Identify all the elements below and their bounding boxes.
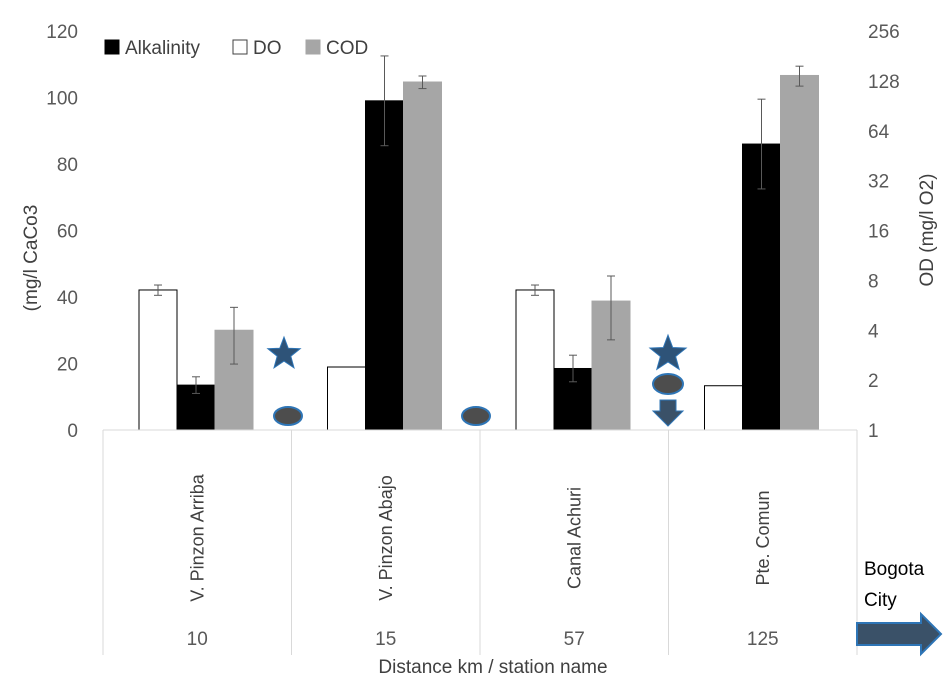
axes: 0 20 40 60 80 100 120 1 2 4 8 16 32 64 128 256 V. Pinzon… [46, 22, 899, 650]
right-tick-label: 16 [868, 222, 889, 243]
distance-label: 15 [375, 629, 396, 650]
down-arrow-icon [651, 399, 685, 427]
right-tick-label: 1 [868, 421, 879, 442]
bogota-label-line1: Bogota [864, 559, 925, 580]
right-axis-title: OD (mg/l O2) [917, 174, 938, 287]
bar-do-3 [515, 289, 555, 431]
oval-marker-icon [461, 406, 491, 426]
category-label: V. Pinzon Abajo [376, 475, 396, 600]
left-tick-label: 60 [57, 222, 78, 243]
oval-marker-icon [273, 406, 303, 426]
oval-marker-icon [652, 373, 684, 395]
left-tick-label: 100 [46, 89, 78, 110]
right-tick-label: 8 [868, 271, 879, 292]
bar-do-2 [327, 366, 366, 431]
star-icon [266, 335, 302, 369]
right-tick-label: 32 [868, 172, 889, 193]
star-icon [648, 333, 688, 371]
right-tick-label: 128 [868, 72, 900, 93]
x-axis-title: Distance km / station name [378, 657, 607, 678]
category-grid [102, 430, 858, 655]
legend: Alkalinity DO COD [104, 38, 368, 59]
category-label: Canal Achuri [564, 487, 584, 589]
distance-label: 57 [564, 629, 585, 650]
left-tick-label: 80 [57, 155, 78, 176]
map-symbols [266, 333, 688, 427]
legend-swatch-do [232, 39, 248, 55]
legend-swatch-alkalinity [104, 39, 120, 55]
bars [138, 74, 819, 431]
left-tick-label: 40 [57, 288, 78, 309]
legend-label-alkalinity: Alkalinity [125, 38, 200, 59]
right-tick-label: 2 [868, 371, 879, 392]
left-tick-label: 20 [57, 355, 78, 376]
right-tick-label: 4 [868, 321, 879, 342]
bogota-label-line2: City [864, 590, 897, 611]
category-label: Pte. Comun [753, 490, 773, 585]
bar-do-4 [704, 385, 743, 431]
bar-alkalinity-2 [365, 100, 404, 431]
left-tick-label: 0 [67, 421, 78, 442]
legend-label-cod: COD [326, 38, 368, 59]
bar-cod-2 [403, 81, 442, 431]
bogota-arrow-icon [856, 611, 943, 657]
left-tick-label: 120 [46, 22, 78, 43]
distance-label: 10 [187, 629, 208, 650]
error-bars [154, 55, 804, 394]
legend-label-do: DO [253, 38, 282, 59]
distance-label: 125 [747, 629, 779, 650]
bar-cod-4 [780, 74, 819, 431]
left-axis-title: (mg/l CaCo3 [21, 205, 42, 312]
category-label: V. Pinzon Arriba [187, 473, 207, 601]
right-tick-label: 256 [868, 22, 900, 43]
right-tick-label: 64 [868, 122, 890, 143]
legend-swatch-cod [305, 39, 321, 55]
bar-do-1 [138, 289, 178, 431]
